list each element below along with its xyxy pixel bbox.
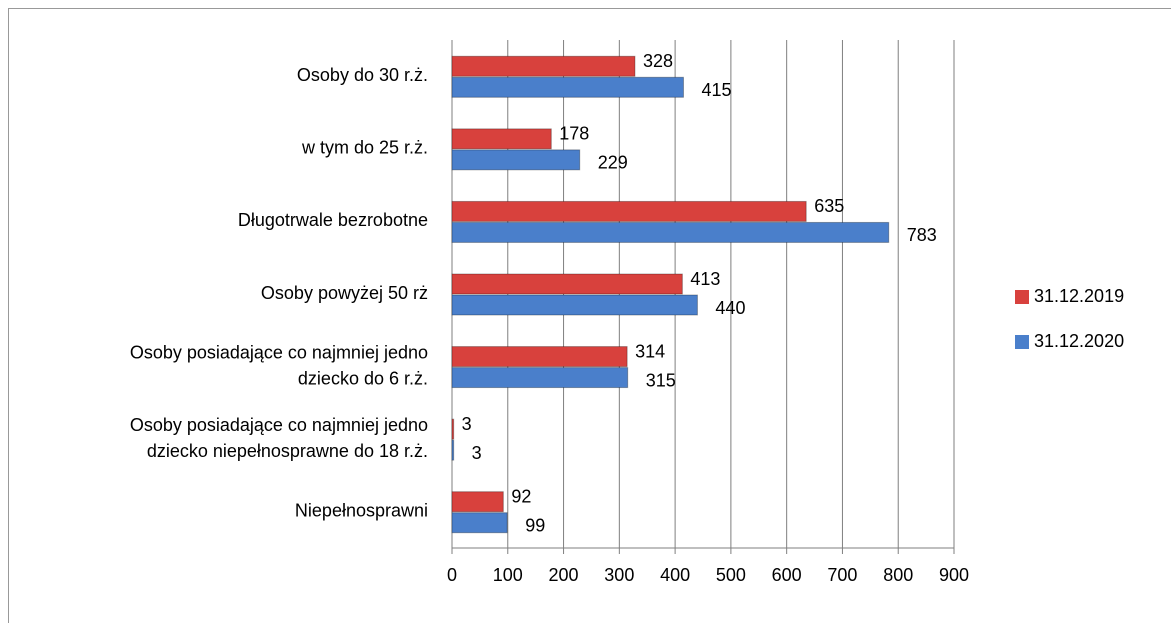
- y-tick-label: w tym do 25 r.ż.: [301, 138, 428, 158]
- data-label: 315: [646, 370, 676, 390]
- x-tick-label: 100: [493, 565, 523, 585]
- legend-swatch: [1015, 290, 1029, 304]
- bar: [451, 367, 629, 389]
- y-tick-label: Osoby powyżej 50 rż: [261, 283, 428, 303]
- legend-swatch: [1015, 335, 1029, 349]
- bar: [451, 418, 455, 440]
- bar: [451, 149, 581, 171]
- bar: [451, 273, 683, 295]
- x-tick-label: 700: [827, 565, 857, 585]
- data-label: 415: [701, 80, 731, 100]
- chart-frame: [8, 8, 1171, 623]
- bar: [451, 294, 698, 316]
- y-tick-label: Niepełnosprawni: [295, 500, 428, 520]
- bar: [451, 200, 807, 222]
- y-tick-label: Osoby posiadające co najmniej jedno dziec…: [130, 415, 428, 461]
- bar: [451, 512, 508, 534]
- data-label: 413: [690, 269, 720, 289]
- data-label: 440: [715, 298, 745, 318]
- x-tick-label: 500: [716, 565, 746, 585]
- x-tick-label: 300: [604, 565, 634, 585]
- x-tick-label: 900: [939, 565, 969, 585]
- x-tick-label: 200: [549, 565, 579, 585]
- data-label: 314: [635, 341, 665, 361]
- bar: [451, 76, 684, 98]
- bar: [451, 439, 455, 461]
- data-label: 635: [814, 196, 844, 216]
- data-label: 328: [643, 51, 673, 71]
- y-tick-label: Osoby posiadające co najmniej jedno dziec…: [130, 342, 428, 388]
- data-label: 3: [472, 443, 482, 463]
- legend-label: 31.12.2020: [1034, 331, 1124, 351]
- y-tick-label: Długotrwale bezrobotne: [238, 210, 428, 230]
- x-tick-label: 800: [883, 565, 913, 585]
- x-tick-label: 600: [772, 565, 802, 585]
- data-label: 783: [907, 225, 937, 245]
- x-tick-label: 0: [447, 565, 457, 585]
- y-tick-label: Osoby do 30 r.ż.: [297, 65, 428, 85]
- bar: [451, 128, 552, 150]
- data-label: 229: [598, 153, 628, 173]
- bar: [451, 491, 504, 513]
- bar: [451, 346, 628, 368]
- bar: [451, 221, 890, 243]
- data-label: 3: [462, 414, 472, 434]
- data-label: 92: [511, 486, 531, 506]
- bar: [451, 55, 636, 77]
- legend-label: 31.12.2019: [1034, 286, 1124, 306]
- data-label: 178: [559, 124, 589, 144]
- data-label: 99: [525, 515, 545, 535]
- x-tick-label: 400: [660, 565, 690, 585]
